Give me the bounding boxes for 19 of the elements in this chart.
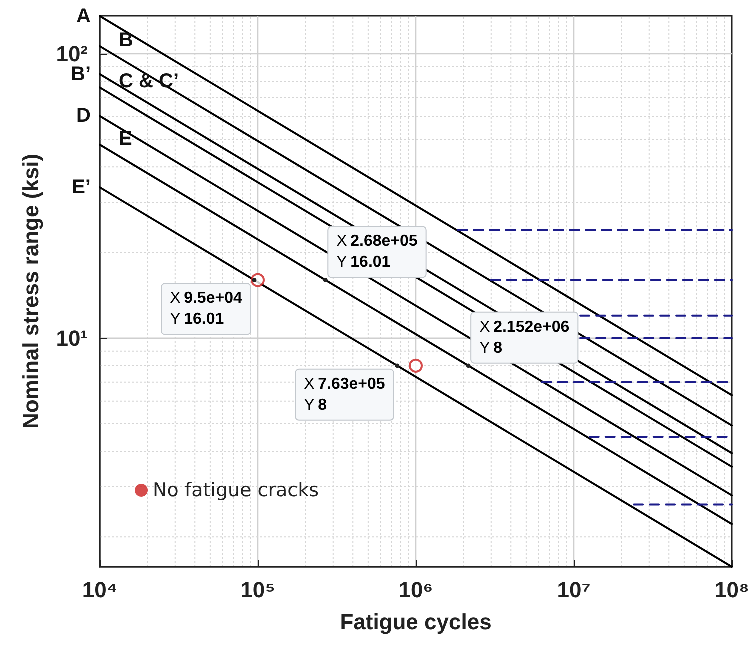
- y-tick-label: 10¹: [56, 326, 88, 351]
- annotation: X 7.63e+05 Y 8: [304, 376, 386, 414]
- x-tick-label: 10⁵: [240, 578, 276, 602]
- series-label: A: [76, 5, 91, 28]
- series-label: E’: [72, 176, 91, 199]
- x-tick-label: 10⁷: [557, 578, 591, 602]
- legend-label: No fatigue cracks: [153, 480, 320, 502]
- y-axis-title: Nominal stress range (ksi): [18, 154, 44, 430]
- annotation: X 2.152e+06 Y 8: [480, 318, 570, 357]
- x-tick-label: 10⁴: [82, 578, 118, 602]
- annotation: X 2.68e+05 Y 16.01: [336, 233, 418, 272]
- x-axis-title: Fatigue cycles: [340, 610, 492, 634]
- annotation: X 9.5e+04 Y 16.01: [170, 290, 242, 328]
- x-tick-label: 10⁸: [714, 578, 750, 602]
- series-label: B: [119, 29, 134, 52]
- series-label: C & C’: [119, 70, 179, 93]
- x-tick-label: 10⁶: [398, 578, 434, 602]
- series-label: D: [76, 105, 91, 128]
- series-label: E: [119, 128, 132, 150]
